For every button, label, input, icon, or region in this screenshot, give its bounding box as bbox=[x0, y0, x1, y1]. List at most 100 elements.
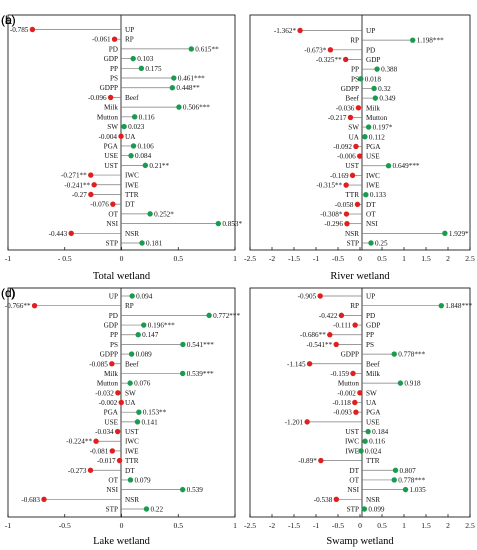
variable-label: SW bbox=[348, 124, 359, 132]
positive-point bbox=[372, 95, 379, 101]
value-label: 0.147 bbox=[142, 331, 159, 339]
x-tick-label: -2.5 bbox=[244, 254, 256, 263]
negative-point bbox=[91, 182, 97, 188]
x-tick-label: -0.5 bbox=[332, 521, 344, 530]
variable-label: Milk bbox=[366, 104, 380, 112]
variable-label: RP bbox=[125, 302, 134, 310]
variable-label: SW bbox=[366, 389, 377, 397]
positive-point bbox=[143, 506, 150, 512]
value-label: -0.241** bbox=[64, 181, 90, 189]
variable-label: Beef bbox=[125, 94, 139, 102]
negative-point bbox=[304, 419, 310, 425]
x-tick-label: 2 bbox=[446, 254, 450, 263]
variable-label: OT bbox=[366, 211, 376, 219]
positive-point bbox=[402, 486, 409, 493]
positive-point bbox=[147, 211, 153, 217]
x-tick-label: 1 bbox=[402, 521, 406, 530]
variable-label: PGA bbox=[366, 409, 381, 417]
value-label: 0.349 bbox=[379, 95, 396, 103]
positive-point bbox=[368, 240, 374, 246]
variable-label: PGA bbox=[366, 143, 381, 151]
variable-label: PD bbox=[109, 312, 118, 320]
x-tick-label: -0.5 bbox=[59, 521, 71, 530]
variable-label: GDP bbox=[104, 322, 118, 330]
value-label: 0.196*** bbox=[148, 322, 175, 330]
negative-point bbox=[347, 114, 354, 121]
variable-label: UST bbox=[125, 428, 139, 436]
variable-label: PGA bbox=[104, 409, 119, 417]
variable-label: GDP bbox=[366, 322, 380, 330]
negative-point bbox=[343, 211, 350, 217]
value-label: -0.673* bbox=[304, 46, 327, 54]
value-label: -0.017 bbox=[97, 457, 116, 465]
x-tick-label: 1.5 bbox=[421, 254, 431, 263]
value-label: 0.649*** bbox=[393, 162, 420, 170]
variable-label: USE bbox=[366, 418, 380, 426]
variable-label: PD bbox=[109, 45, 118, 53]
positive-point bbox=[392, 467, 399, 473]
positive-point bbox=[130, 55, 136, 62]
variable-label: PP bbox=[351, 66, 359, 74]
positive-point bbox=[385, 163, 392, 169]
x-tick-label: 2 bbox=[446, 521, 450, 530]
variable-label: GDPP bbox=[100, 84, 118, 92]
value-label: -0.076 bbox=[90, 201, 109, 209]
panel-letter: (a) bbox=[1, 13, 16, 27]
x-tick-label: 1 bbox=[402, 254, 406, 263]
positive-point bbox=[358, 448, 364, 454]
x-tick-label: -1.5 bbox=[288, 254, 300, 263]
variable-label: Mutton bbox=[366, 114, 388, 122]
variable-label: Mutton bbox=[97, 380, 119, 388]
negative-point bbox=[327, 332, 333, 338]
positive-point bbox=[141, 322, 147, 328]
variable-label: IWE bbox=[366, 182, 380, 190]
positive-point bbox=[365, 428, 371, 435]
variable-label: PD bbox=[366, 312, 375, 320]
variable-label: PS bbox=[366, 341, 374, 349]
variable-label: STP bbox=[347, 240, 359, 248]
positive-point bbox=[179, 370, 186, 377]
negative-point bbox=[114, 428, 121, 435]
value-label: 0.615** bbox=[195, 45, 219, 53]
negative-point bbox=[349, 172, 356, 179]
value-label: 0.024 bbox=[365, 447, 382, 455]
value-label: 0.099 bbox=[368, 506, 385, 514]
variable-label: USE bbox=[104, 152, 118, 160]
value-label: -0.085 bbox=[89, 360, 108, 368]
x-tick-label: 0.5 bbox=[174, 254, 184, 263]
negative-point bbox=[355, 105, 362, 111]
variable-label: NSI bbox=[366, 220, 378, 228]
x-tick-label: - 0.5 bbox=[58, 254, 72, 263]
value-label: 0.22 bbox=[150, 506, 163, 514]
variable-label: IWC bbox=[125, 438, 139, 446]
variable-label: IWE bbox=[125, 447, 139, 455]
variable-label: STP bbox=[106, 506, 118, 514]
x-tick-label: 0 bbox=[358, 521, 362, 530]
value-label: -0.169 bbox=[330, 172, 349, 180]
panel-letter: (b) bbox=[1, 13, 16, 27]
negative-point bbox=[115, 390, 121, 396]
variable-label: PD bbox=[366, 46, 375, 54]
negative-point bbox=[116, 457, 123, 464]
variable-label: GDP bbox=[104, 55, 118, 63]
value-label: 0.448** bbox=[176, 84, 200, 92]
chart-panel-4: (d) -2.5 -2 -1.5 -1 -0.5 0 0.5 1 1.5 2 2.5 Swamp wet… bbox=[1, 286, 475, 547]
value-label: -0.686** bbox=[300, 331, 326, 339]
negative-point bbox=[109, 361, 115, 367]
value-label: -0.058 bbox=[335, 201, 354, 209]
value-label: -0.325** bbox=[316, 56, 342, 64]
x-tick-label: -2 bbox=[269, 521, 276, 530]
value-label: 0.807 bbox=[400, 467, 417, 475]
positive-point bbox=[438, 302, 445, 309]
x-tick-label: -1 bbox=[5, 521, 12, 530]
x-tick-label: -0.5 bbox=[332, 254, 344, 263]
positive-point bbox=[391, 351, 397, 357]
value-label: 0.175 bbox=[145, 65, 162, 73]
negative-point bbox=[111, 36, 118, 42]
value-label: 0.084 bbox=[135, 152, 152, 160]
positive-point bbox=[142, 162, 149, 169]
variable-label: IWC bbox=[345, 438, 359, 446]
value-label: 0.506*** bbox=[183, 104, 210, 112]
variable-label: GDPP bbox=[100, 351, 118, 359]
